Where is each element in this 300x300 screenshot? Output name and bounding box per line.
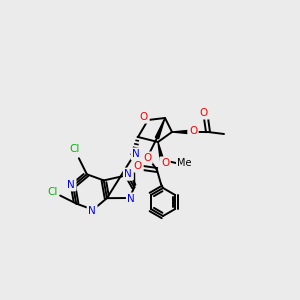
Text: N: N: [128, 194, 135, 204]
Text: Cl: Cl: [47, 187, 57, 196]
Polygon shape: [155, 118, 165, 139]
Text: O: O: [134, 161, 142, 171]
Text: O: O: [161, 158, 169, 168]
Text: O: O: [143, 153, 151, 163]
Text: O: O: [189, 126, 197, 136]
Text: N: N: [88, 206, 96, 216]
Text: N: N: [132, 149, 140, 159]
Text: N: N: [124, 169, 132, 179]
Text: Cl: Cl: [70, 144, 80, 154]
Text: O: O: [140, 112, 148, 122]
Polygon shape: [158, 142, 164, 161]
Text: N: N: [67, 180, 75, 190]
Text: O: O: [200, 108, 208, 118]
Polygon shape: [172, 130, 190, 134]
Text: Me: Me: [177, 158, 191, 168]
